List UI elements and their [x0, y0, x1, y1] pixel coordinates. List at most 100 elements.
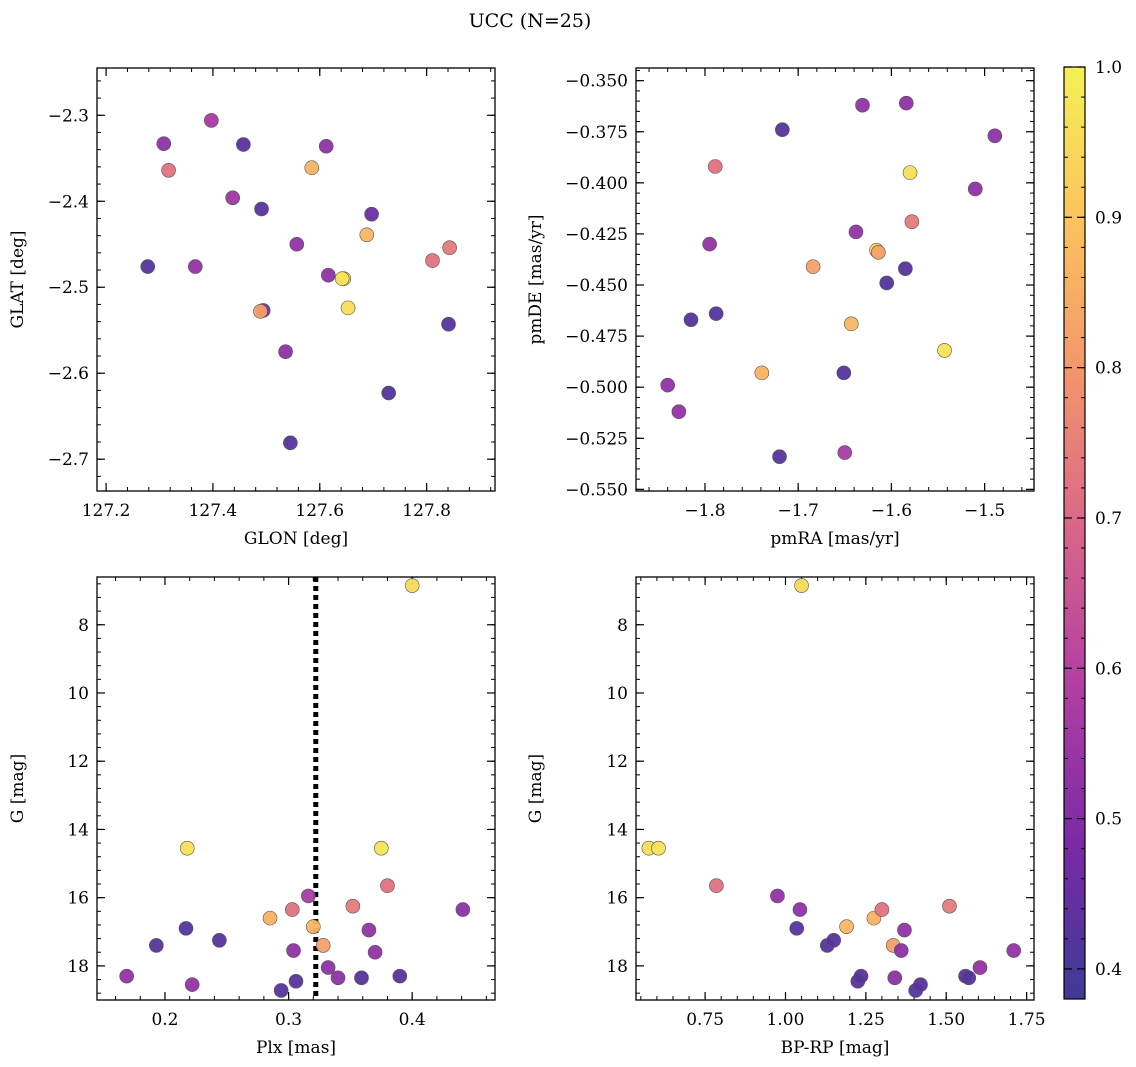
scatter-point [119, 968, 134, 984]
scatter-point [442, 240, 457, 255]
scatter-point [286, 943, 301, 958]
x-tick-label: 0.4 [399, 1010, 426, 1030]
y-tick-label: −0.375 [565, 123, 628, 143]
scatter-point [898, 261, 913, 276]
colorbar-tick-label: 0.8 [1095, 359, 1122, 379]
x-tick-label: −1.6 [871, 501, 912, 521]
scatter-point [184, 977, 200, 992]
y-tick-label: 12 [606, 752, 628, 772]
scatter-point [425, 253, 440, 268]
x-tick-label: 1.50 [927, 1010, 965, 1030]
scatter-point [904, 214, 920, 229]
scatter-point [772, 449, 787, 464]
scatter-point [987, 128, 1003, 144]
y-tick-label: 14 [606, 820, 628, 840]
scatter-point [289, 236, 305, 252]
scatter-point [345, 898, 361, 914]
scatter-point [805, 259, 821, 274]
y-axis-label: pmDE [mas/yr] [526, 214, 546, 344]
scatter-point [660, 377, 675, 393]
y-tick-label: 16 [67, 889, 89, 909]
y-tick-label: −0.425 [565, 225, 628, 245]
scatter-point [708, 306, 724, 321]
scatter-point [404, 578, 420, 593]
scatter-point [702, 236, 717, 252]
scatter-point [893, 943, 909, 958]
scatter-point [373, 840, 389, 856]
y-tick-label: −2.3 [48, 106, 89, 126]
axes-frame [96, 576, 496, 1001]
scatter-point [1006, 943, 1022, 958]
scatter-point [380, 878, 395, 894]
scatter-point [789, 921, 805, 936]
y-axis-label: GLAT [deg] [8, 230, 28, 328]
scatter-point [392, 968, 408, 984]
y-tick-label: 18 [606, 957, 628, 977]
y-tick-label: −2.6 [48, 364, 89, 384]
scatter-point [972, 960, 988, 975]
scatter-panel-4: 0.75 1.00 1.25 1.50 1.75 8 10 12 14 16 18 BP-RP [ma… [526, 576, 1046, 1058]
scatter-point [848, 224, 864, 240]
scatter-point [967, 181, 983, 197]
scatter-point [321, 267, 336, 283]
colorbar-tick-label: 0.5 [1095, 810, 1122, 830]
colorbar-tick-label: 1.0 [1095, 58, 1122, 78]
scatter-point [254, 201, 269, 217]
scatter-point [330, 970, 346, 986]
x-tick-label: −1.7 [778, 501, 819, 521]
y-tick-label: 8 [78, 616, 89, 636]
scatter-point [156, 136, 172, 151]
scatter-point [874, 902, 890, 917]
scatter-panels: 127.2 127.4 127.6 127.8 −2.3 −2.4 −2.5 −2.6 −2.7… [8, 67, 1046, 1058]
scatter-point [161, 163, 176, 178]
y-tick-label: −0.550 [565, 480, 628, 500]
scatter-point [381, 385, 396, 401]
scatter-point [179, 840, 195, 856]
y-tick-label: −0.350 [565, 72, 628, 92]
scatter-point [364, 206, 379, 222]
scatter-point [318, 138, 334, 154]
colorbar-tick-label: 0.9 [1095, 208, 1122, 228]
scatter-point [792, 902, 808, 917]
x-tick-label: 127.8 [402, 501, 451, 521]
y-tick-label: −0.400 [565, 174, 628, 194]
x-tick-label: 1.25 [847, 1010, 885, 1030]
scatter-point [273, 983, 289, 998]
x-axis-label: Plx [mas] [256, 1038, 336, 1058]
scatter-point [853, 968, 869, 984]
scatter-point [361, 922, 377, 938]
scatter-point [937, 343, 952, 358]
scatter-point [306, 919, 321, 934]
scatter-point [794, 578, 809, 593]
scatter-point [844, 316, 859, 332]
colorbar-tick-label: 0.6 [1095, 659, 1122, 679]
y-tick-label: −0.525 [565, 429, 628, 449]
scatter-point [709, 878, 724, 894]
scatter-point [283, 435, 298, 451]
figure-title: UCC (N=25) [469, 10, 592, 32]
x-tick-label: 127.2 [82, 501, 131, 521]
y-tick-label: 10 [67, 684, 89, 704]
x-axis-label: pmRA [mas/yr] [770, 529, 899, 549]
scatter-point [359, 227, 375, 243]
scatter-point [836, 365, 852, 381]
y-tick-label: −2.7 [48, 450, 89, 470]
scatter-point [178, 921, 194, 936]
x-tick-label: 0.3 [275, 1010, 302, 1030]
y-axis-label: G [mag] [526, 754, 546, 823]
scatter-point [204, 113, 219, 128]
scatter-point [441, 316, 456, 332]
y-tick-label: 10 [606, 684, 628, 704]
scatter-point [879, 275, 895, 291]
axes-frame [635, 576, 1035, 1001]
scatter-point [913, 977, 928, 992]
y-tick-label: −0.500 [565, 378, 628, 398]
scatter-point [301, 888, 316, 904]
scatter-point [304, 160, 320, 176]
colorbar: 0.4 0.5 0.6 0.7 0.8 0.9 1.0 [1063, 58, 1122, 1000]
scatter-point [826, 933, 842, 948]
scatter-point [288, 973, 304, 989]
scatter-panel-1: 127.2 127.4 127.6 127.8 −2.3 −2.4 −2.5 −2.6 −2.7… [8, 67, 496, 549]
colorbar-gradient [1063, 66, 1086, 1000]
